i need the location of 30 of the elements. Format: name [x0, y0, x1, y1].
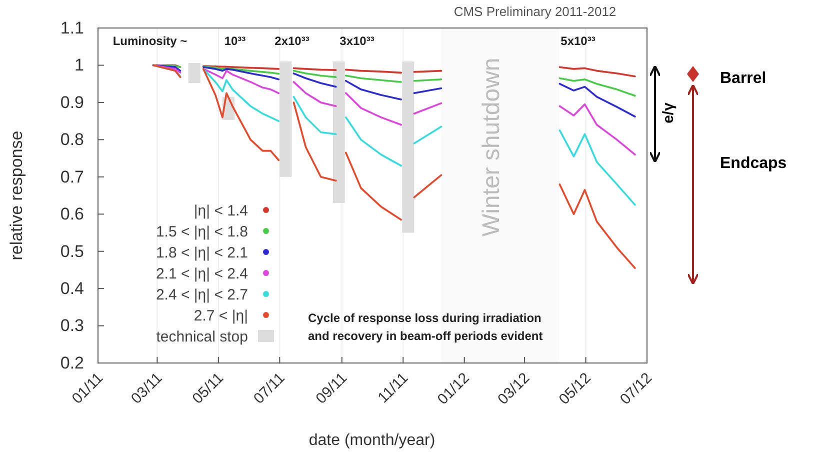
text: Endcaps	[720, 155, 787, 172]
y-tick-label: 1.1	[60, 18, 84, 38]
y-tick-label: 0.3	[60, 316, 84, 336]
annotation: 5x10³³	[560, 34, 596, 48]
legend-label: technical stop	[156, 328, 248, 346]
y-tick-label: 0.5	[60, 242, 84, 261]
y-tick-label: 1	[74, 56, 84, 75]
annotation: Cycle of response loss during irradiation and recovery in beam-off periods evident	[308, 311, 543, 343]
text: e/γ	[660, 102, 677, 124]
legend-label: 2.1 < |η| < 2.4	[156, 265, 248, 282]
legend-label: 1.8 < |η| < 2.1	[156, 244, 248, 262]
y-tick-label: 0.6	[60, 204, 84, 224]
y-tick-label: 0.4	[60, 278, 84, 298]
annotation: 2x10³³	[274, 34, 310, 48]
y-tick-label: 0.8	[60, 130, 84, 150]
annotation: Luminosity ~	[112, 34, 188, 48]
annotation: 10³³	[224, 34, 246, 48]
legend-label: 2.7 < |η|	[194, 307, 248, 324]
annotation: 3x10³³	[340, 34, 374, 48]
legend-label: 2.4 < |η| < 2.7	[156, 286, 248, 304]
text: Barrel	[720, 70, 766, 87]
y-tick-label: 0.9	[60, 92, 84, 112]
y-axis-title: relative response	[7, 130, 26, 260]
x-axis-title: date (month/year)	[308, 432, 436, 449]
legend-label: 1.5 < |η| < 1.8	[156, 223, 248, 240]
band-label: Winter shutdown	[478, 58, 505, 236]
legend-label: |η| < 1.4	[194, 202, 248, 220]
y-tick-label: 0.7	[60, 167, 84, 186]
chart-title: CMS Preliminary 2011-2012	[454, 4, 616, 19]
y-tick-label: 0.2	[60, 353, 84, 372]
